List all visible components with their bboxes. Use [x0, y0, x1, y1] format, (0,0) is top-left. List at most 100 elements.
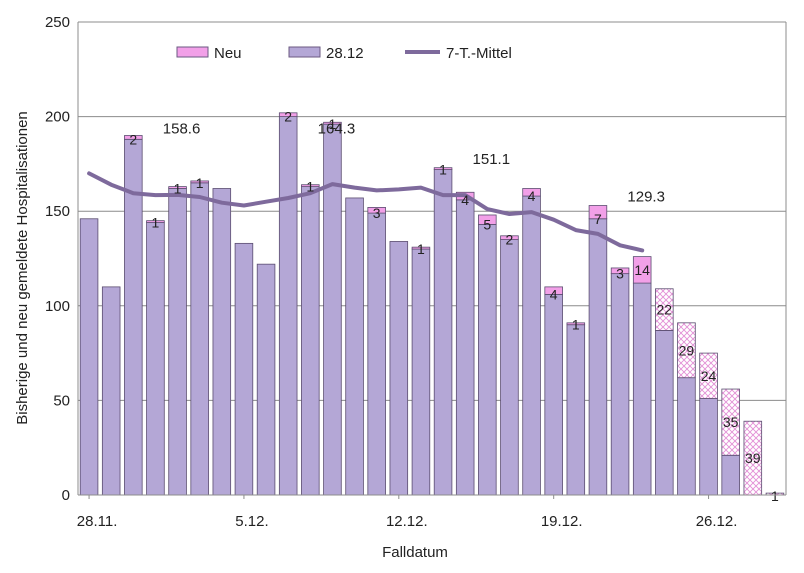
bar-28-12 [79, 218, 99, 496]
bar-neu [699, 352, 718, 399]
bar-neu [146, 220, 165, 223]
bar-neu-label: 1 [196, 175, 204, 191]
x-tick-label: 19.12. [541, 513, 583, 530]
y-tick-label: 0 [62, 487, 70, 504]
bar-neu [323, 121, 342, 125]
bar-neu-label: 4 [461, 192, 469, 208]
bar-28-12 [566, 324, 586, 496]
bar-28-12 [323, 123, 342, 496]
bar-28-12 [655, 329, 674, 496]
bar-neu-label: 1 [572, 317, 580, 333]
bar-28-12 [500, 239, 519, 496]
bar-28-12 [146, 222, 165, 496]
bar-neu [411, 246, 431, 250]
y-axis-title: Bisherige und neu gemeldete Hospitalisat… [14, 111, 31, 425]
bar-28-12 [699, 398, 718, 496]
bar-28-12 [168, 188, 187, 496]
bar-neu-label: 3 [616, 266, 624, 282]
bar-neu [721, 388, 740, 456]
7-day-average-line [87, 171, 645, 253]
bar-neu [433, 167, 453, 170]
bar-neu-label: 5 [483, 216, 491, 232]
bar-neu-label: 1 [439, 162, 447, 178]
bar-neu-label: 1 [174, 180, 182, 196]
x-tick-label: 12.12. [386, 513, 428, 530]
bar-28-12 [101, 286, 121, 496]
bar-neu-label: 1 [417, 241, 425, 257]
y-tick-label: 250 [45, 14, 70, 31]
bar-28-12 [544, 294, 563, 496]
bar-28-12 [721, 454, 740, 496]
bar-neu-label: 1 [771, 488, 779, 504]
bar-neu-label: 2 [284, 109, 292, 125]
legend-label-old: 28.12 [326, 45, 364, 62]
bar-neu [500, 235, 519, 240]
y-tick-label: 200 [45, 109, 70, 126]
average-annotation: 129.3 [627, 189, 665, 206]
average-annotation: 164.3 [318, 121, 356, 138]
bar-neu-label: 3 [373, 205, 381, 221]
bar-28-12 [345, 197, 364, 496]
bar-28-12 [190, 182, 209, 496]
bar-neu [566, 322, 586, 326]
legend-swatch-neu [176, 46, 209, 58]
bar-28-12 [301, 186, 320, 496]
moving-average-line [87, 171, 645, 253]
bar-28-12 [455, 199, 475, 496]
bar-neu-label: 1 [329, 116, 337, 132]
x-axis-title: Falldatum [382, 544, 448, 561]
bar-neu [301, 184, 320, 188]
bar-neu-label: 1 [152, 215, 160, 231]
bar-neu [677, 322, 696, 379]
bar-neu-label: 4 [550, 286, 558, 302]
bar-neu [655, 288, 674, 331]
bar-neu-label: 2 [129, 131, 137, 147]
bar-neu [522, 188, 541, 197]
bar-28-12 [389, 241, 409, 496]
bar-neu [168, 186, 187, 189]
bar-28-12 [588, 218, 608, 496]
bar-neu [278, 112, 298, 118]
bar-28-12 [212, 188, 232, 496]
bar-28-12 [367, 212, 386, 496]
bar-28-12 [433, 169, 453, 496]
axes: 0 50 100 150 200 250 28.11. 5.12. 12.12. 19.12. 26… [45, 14, 787, 530]
bar-neu [632, 256, 652, 284]
average-annotations: 158.6 164.3 151.1 129.3 [163, 121, 665, 206]
bar-neu-label: 29 [679, 342, 695, 358]
bar-28-12 [677, 377, 696, 496]
bar-neu [367, 207, 386, 214]
legend-swatch-old [288, 46, 321, 58]
bar-neu-label: 2 [506, 232, 514, 248]
bar-28-12 [278, 116, 298, 496]
legend-label-line: 7-T.-Mittel [446, 45, 512, 62]
bar-neu-label: 22 [657, 302, 673, 318]
legend: Neu 28.12 7-T.-Mittel [138, 39, 563, 67]
y-tick-label: 50 [53, 392, 70, 409]
bar-neu-label: 39 [745, 450, 761, 466]
y-tick-label: 100 [45, 298, 70, 315]
bar-neu [588, 205, 608, 220]
bar-28-12 [234, 242, 254, 496]
average-annotation: 151.1 [473, 151, 511, 168]
legend-label-neu: Neu [214, 45, 242, 62]
x-tick-label: 26.12. [696, 513, 738, 530]
bars [79, 112, 785, 496]
bar-28-12 [478, 224, 497, 496]
bar-neu [544, 286, 563, 295]
average-annotation: 158.6 [163, 121, 201, 138]
x-tick-label: 5.12. [235, 513, 268, 530]
bar-28-12 [411, 248, 431, 496]
bar-28-12 [610, 273, 630, 496]
bar-28-12 [256, 263, 276, 496]
bar-neu-label: 35 [723, 414, 739, 430]
x-tick-label: 28.11. [77, 513, 118, 530]
bar-neu-label: 24 [701, 368, 717, 384]
bar-neu [610, 267, 630, 275]
bar-neu-label: 7 [594, 211, 602, 227]
bar-28-12 [632, 282, 652, 496]
bar-neu-label: 4 [528, 188, 536, 204]
bar-neu [124, 135, 143, 140]
